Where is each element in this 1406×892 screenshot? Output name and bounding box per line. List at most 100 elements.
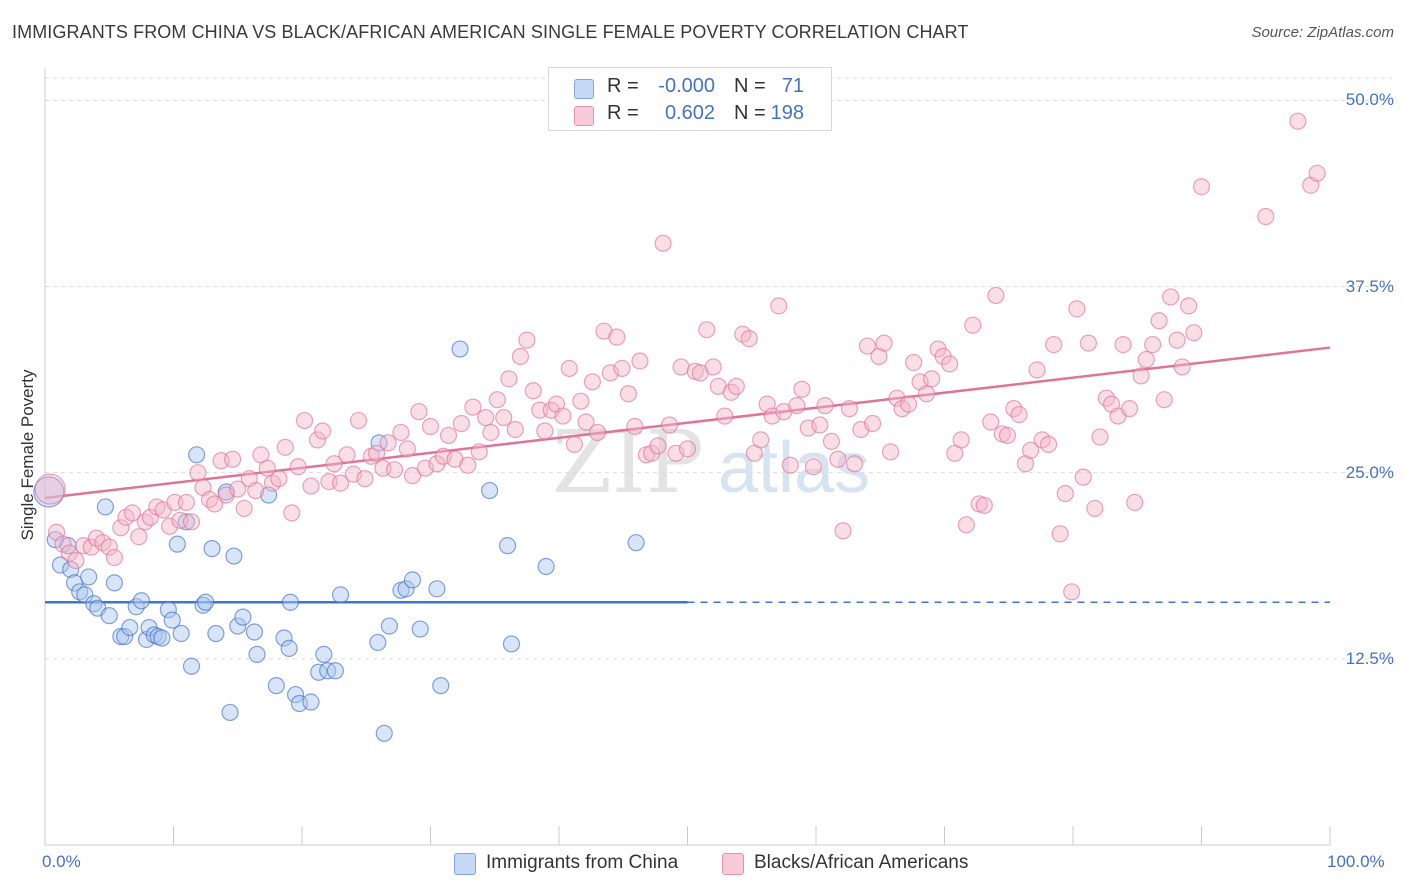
- black-point: [577, 413, 595, 431]
- black-point: [1185, 324, 1203, 342]
- china-point: [331, 586, 350, 604]
- black-point: [1192, 178, 1211, 196]
- china-point: [248, 645, 266, 663]
- black-point: [1079, 334, 1098, 352]
- black-point: [488, 391, 506, 409]
- china-point: [188, 446, 206, 464]
- series-black-points: [34, 112, 1326, 601]
- china-point: [76, 586, 94, 604]
- black-point: [1051, 525, 1069, 543]
- china-point: [370, 434, 388, 452]
- black-point: [482, 423, 500, 442]
- y-tick-label: 37.5%: [1345, 276, 1394, 296]
- black-point: [100, 538, 118, 556]
- black-point: [560, 359, 578, 378]
- black-point: [899, 395, 918, 413]
- black-point: [1168, 331, 1186, 349]
- black-point: [840, 400, 859, 418]
- black-point: [834, 522, 852, 540]
- black-point: [130, 528, 148, 546]
- china-point: [499, 537, 517, 555]
- black-point: [613, 359, 631, 378]
- black-point: [1180, 297, 1198, 315]
- black-point: [740, 330, 758, 348]
- black-point: [439, 426, 458, 445]
- black-point: [1086, 499, 1104, 518]
- china-point: [51, 556, 70, 574]
- black-point: [875, 334, 893, 352]
- black-point: [626, 417, 644, 436]
- black-point: [367, 444, 386, 462]
- black-point: [752, 431, 770, 449]
- black-point: [1126, 493, 1144, 512]
- black-point: [1056, 484, 1074, 503]
- black-point: [917, 385, 936, 403]
- china-point: [172, 624, 190, 643]
- china-point: [105, 574, 123, 592]
- legend-row-china: R = -0.000 N = 71: [549, 75, 831, 103]
- black-point: [500, 370, 518, 388]
- black-point: [379, 434, 397, 452]
- y-axis-label: Single Female Poverty: [18, 369, 37, 541]
- y-tick-label: 25.0%: [1345, 462, 1394, 482]
- black-point: [1150, 312, 1168, 330]
- black-point: [1039, 435, 1058, 453]
- china-point: [280, 639, 298, 658]
- black-point: [1068, 300, 1086, 318]
- black-point: [283, 504, 301, 522]
- legend-r-label: R =: [607, 75, 639, 97]
- bottom-legend-label-china: Immigrants from China: [486, 852, 679, 873]
- china-point: [203, 540, 221, 558]
- black-point: [1162, 288, 1180, 306]
- china-point: [315, 645, 333, 663]
- black-point: [793, 380, 811, 398]
- china-point: [502, 635, 521, 653]
- china-point: [537, 557, 555, 576]
- china-point: [96, 498, 114, 516]
- black-point: [554, 407, 572, 425]
- black-point: [957, 516, 975, 534]
- bottom-legend-label-black: Blacks/African Americans: [754, 852, 969, 873]
- china-point: [225, 547, 243, 565]
- black-point: [270, 470, 288, 488]
- black-point: [1120, 400, 1139, 418]
- black-point: [177, 493, 195, 512]
- china-point: [275, 629, 293, 647]
- black-point: [672, 358, 690, 376]
- china-point: [116, 627, 134, 646]
- china-point: [481, 481, 499, 500]
- black-point: [105, 548, 123, 567]
- black-point: [398, 440, 416, 458]
- black-point: [565, 435, 584, 453]
- black-point: [816, 397, 834, 415]
- black-point: [1021, 441, 1040, 459]
- black-point: [141, 508, 159, 526]
- black-point: [881, 443, 900, 461]
- china-point: [197, 593, 215, 611]
- legend-swatch-china: [574, 79, 594, 99]
- black-point: [325, 455, 343, 473]
- x-tick-label-max: 100.0%: [1327, 852, 1385, 871]
- black-point: [1063, 583, 1081, 601]
- china-point: [112, 627, 130, 646]
- black-point: [982, 413, 1000, 431]
- black-point: [224, 450, 242, 468]
- china-point: [229, 617, 247, 635]
- black-point: [1155, 391, 1173, 409]
- china-point: [207, 624, 225, 643]
- legend-row-black: R = 0.602 N = 198: [549, 102, 831, 130]
- black-point: [1010, 405, 1028, 424]
- black-point: [1308, 164, 1326, 182]
- black-point: [331, 474, 350, 492]
- source-label[interactable]: Source: ZipAtlas.com: [1251, 24, 1394, 41]
- china-point: [194, 596, 212, 614]
- black-point: [822, 432, 841, 450]
- black-point: [964, 316, 982, 334]
- china-point: [100, 607, 118, 625]
- black-point: [235, 499, 253, 518]
- trend-lines: [44, 346, 1331, 604]
- black-point: [536, 422, 554, 440]
- legend: R = -0.000 N = 71 R = 0.602 N = 198: [548, 67, 832, 131]
- black-point: [308, 431, 327, 449]
- black-point: [829, 450, 847, 468]
